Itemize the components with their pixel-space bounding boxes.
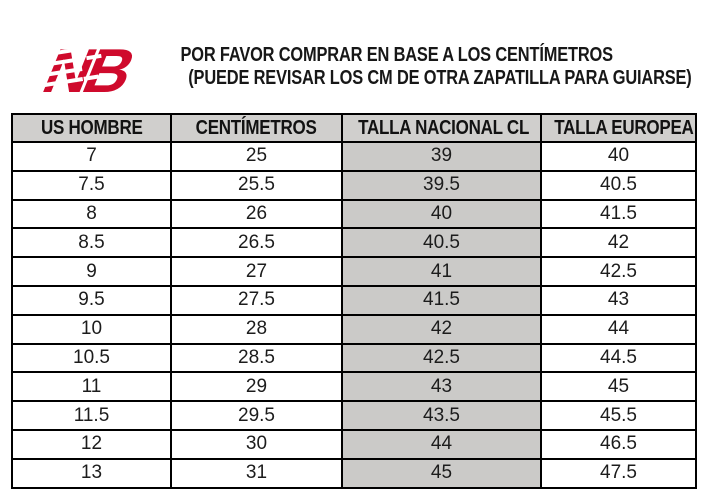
table-cell: 44.5 — [540, 342, 697, 374]
table-cell: 45 — [540, 371, 697, 403]
table-cell: 39.5 — [341, 169, 542, 201]
table-cell: 42.5 — [341, 342, 542, 374]
table-row: 7.5 25.5 39.5 40.5 — [11, 169, 697, 201]
page-title-line1: POR FAVOR COMPRAR EN BASE A LOS CENTÍMET… — [180, 44, 613, 66]
size-chart-table: US HOMBRE CENTÍMETROS TALLA NACIONAL CL … — [11, 113, 697, 489]
column-header-talla-nacional-cl: TALLA NACIONAL CL — [341, 113, 542, 143]
table-cell: 40 — [540, 141, 697, 172]
table-cell: 41 — [341, 256, 542, 287]
table-cell: 31 — [170, 457, 343, 489]
table-row: 10.5 28.5 42.5 44.5 — [11, 342, 697, 374]
table-header-row: US HOMBRE CENTÍMETROS TALLA NACIONAL CL … — [11, 113, 697, 143]
column-header-centimetros: CENTÍMETROS — [170, 113, 343, 143]
table-row: 8.5 26.5 40.5 42 — [11, 227, 697, 259]
table-cell: 9.5 — [11, 284, 172, 316]
svg-text:NB: NB — [34, 36, 138, 102]
table-row: 10 28 42 44 — [11, 313, 697, 345]
table-cell: 30 — [170, 428, 343, 460]
table-cell: 13 — [11, 457, 172, 489]
table-cell: 41.5 — [341, 284, 542, 316]
table-cell: 29.5 — [170, 400, 343, 431]
table-cell: 44 — [341, 428, 542, 460]
table-cell: 7 — [11, 141, 172, 172]
table-cell: 25.5 — [170, 169, 343, 201]
new-balance-logo: NB — [17, 34, 144, 105]
table-cell: 26.5 — [170, 227, 343, 259]
column-header-talla-europea: TALLA EUROPEA — [540, 113, 697, 143]
table-cell: 42 — [540, 227, 697, 259]
table-cell: 47.5 — [540, 457, 697, 489]
table-cell: 12 — [11, 428, 172, 460]
table-row: 8 26 40 41.5 — [11, 198, 697, 230]
table-row: 12 30 44 46.5 — [11, 428, 697, 460]
table-cell: 42.5 — [540, 256, 697, 287]
page-title: POR FAVOR COMPRAR EN BASE A LOS CENTÍMET… — [133, 44, 692, 90]
table-cell: 46.5 — [540, 428, 697, 460]
table-cell: 28.5 — [170, 342, 343, 374]
table-row: 7 25 39 40 — [11, 141, 697, 172]
table-cell: 39 — [341, 141, 542, 172]
table-cell: 10 — [11, 313, 172, 345]
table-cell: 27 — [170, 256, 343, 287]
table-row: 13 31 45 47.5 — [11, 457, 697, 489]
table-cell: 9 — [11, 256, 172, 287]
table-cell: 27.5 — [170, 284, 343, 316]
table-cell: 8 — [11, 198, 172, 230]
table-row: 11.5 29.5 43.5 45.5 — [11, 400, 697, 431]
table-cell: 45 — [341, 457, 542, 489]
table-cell: 40.5 — [540, 169, 697, 201]
table-row: 9 27 41 42.5 — [11, 256, 697, 287]
table-cell: 28 — [170, 313, 343, 345]
table-cell: 40 — [341, 198, 542, 230]
table-cell: 7.5 — [11, 169, 172, 201]
table-row: 11 29 43 45 — [11, 371, 697, 403]
table-cell: 41.5 — [540, 198, 697, 230]
table-cell: 11 — [11, 371, 172, 403]
table-cell: 43 — [341, 371, 542, 403]
table-cell: 8.5 — [11, 227, 172, 259]
table-cell: 25 — [170, 141, 343, 172]
page-title-line2: (PUEDE REVISAR LOS CM DE OTRA ZAPATILLA … — [188, 67, 692, 89]
table-cell: 43.5 — [341, 400, 542, 431]
table-cell: 43 — [540, 284, 697, 316]
table-cell: 44 — [540, 313, 697, 345]
column-header-us-hombre: US HOMBRE — [11, 113, 172, 143]
table-cell: 42 — [341, 313, 542, 345]
table-cell: 26 — [170, 198, 343, 230]
table-cell: 45.5 — [540, 400, 697, 431]
nb-logo-icon: NB — [17, 36, 144, 105]
table-cell: 29 — [170, 371, 343, 403]
table-cell: 10.5 — [11, 342, 172, 374]
table-cell: 40.5 — [341, 227, 542, 259]
table-cell: 11.5 — [11, 400, 172, 431]
table-row: 9.5 27.5 41.5 43 — [11, 284, 697, 316]
